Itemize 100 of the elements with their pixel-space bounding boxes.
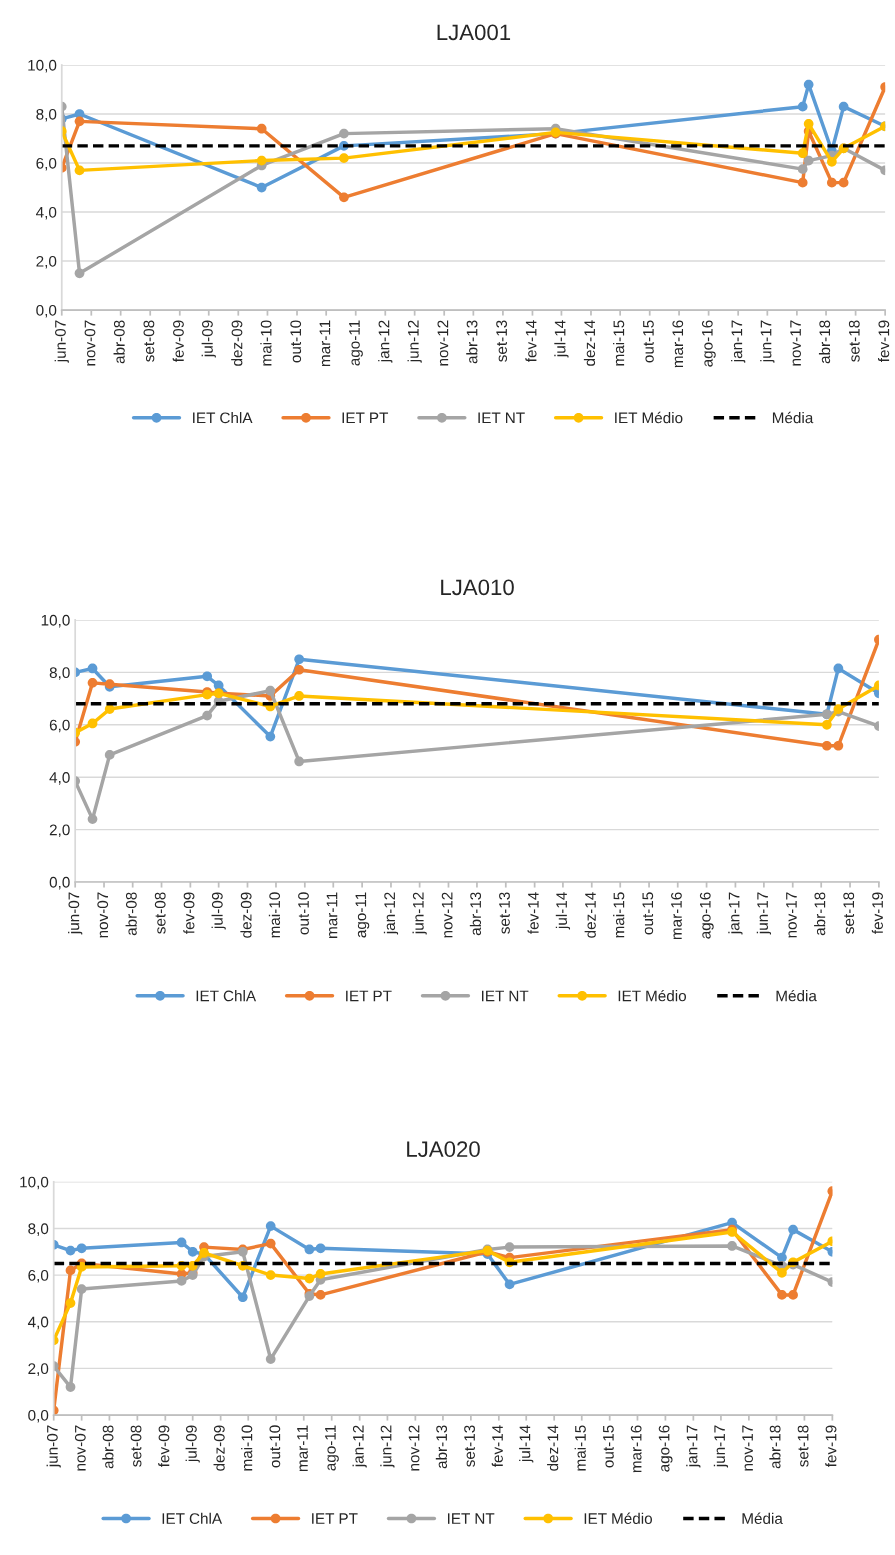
y-tick-label: 10,0 [41, 614, 70, 628]
point [187, 1246, 198, 1257]
x-tick-label: fev-09 [158, 1425, 170, 1468]
x-tick-label: abr-08 [102, 1425, 114, 1469]
point [65, 1245, 76, 1256]
y-tick-label: 2,0 [36, 255, 57, 269]
x-tick-label: jan-17 [731, 320, 746, 363]
y-tick-label: 6,0 [36, 157, 57, 171]
x-tick-label: jun-12 [407, 320, 422, 363]
y-tick-label: 4,0 [36, 206, 57, 220]
y-tick-label: 2,0 [49, 824, 70, 838]
x-tick-label: fev-14 [525, 320, 537, 363]
x-tick-label: jun-07 [46, 1425, 61, 1468]
point [176, 1276, 187, 1286]
point [294, 691, 305, 701]
x-tick-label: fev-19 [878, 320, 890, 363]
x-tick-label: out-10 [290, 320, 302, 363]
x-tick-label: nov-07 [74, 1425, 86, 1471]
x-tick-label: jun-17 [756, 892, 772, 935]
y-tick-label: 8,0 [28, 1223, 49, 1236]
point [777, 1267, 787, 1278]
x-tick-label: nov-17 [742, 1425, 753, 1471]
x-tick-label: nov-17 [790, 320, 801, 366]
point [202, 710, 213, 721]
point [727, 1241, 737, 1251]
x-tick-label: jun-17 [713, 1425, 729, 1468]
point [797, 101, 808, 112]
x-tick-label: out-15 [642, 892, 654, 935]
x-tick-label: abr-18 [814, 892, 826, 936]
x-tick-label: dez-09 [213, 1425, 225, 1471]
point [315, 1290, 326, 1300]
x-tick-label: jun-07 [68, 892, 83, 935]
x-tick-label: nov-07 [84, 320, 96, 366]
x-tick-label: mar-16 [630, 1425, 642, 1473]
x-tick-label: jan-12 [378, 320, 393, 363]
x-tick-label: fev-19 [825, 1425, 837, 1468]
x-tick-label: mai-10 [268, 892, 281, 938]
point [237, 1292, 248, 1303]
point [826, 156, 837, 167]
x-tick-label: mai-15 [613, 320, 625, 366]
point [265, 1354, 276, 1364]
x-tick-label: dez-14 [583, 320, 596, 366]
point [87, 663, 98, 674]
x-tick-label: jan-12 [352, 1425, 367, 1468]
x-tick-label: set-13 [496, 320, 508, 362]
point [339, 192, 349, 203]
legend-label: Média [772, 411, 814, 424]
y-tick-label: 0,0 [49, 876, 70, 890]
point [777, 1290, 787, 1300]
x-tick-label: abr-13 [435, 1425, 448, 1469]
x-tick-label: fev-14 [491, 1425, 503, 1468]
x-tick-label: nov-12 [408, 1425, 420, 1471]
point [304, 1273, 315, 1284]
x-tick-label: mai-10 [241, 1425, 253, 1471]
y-tick-label: 10,0 [20, 1176, 49, 1190]
y-tick-label: 0,0 [28, 1409, 49, 1423]
point [797, 148, 808, 159]
x-tick-label: set-13 [499, 892, 510, 934]
point [797, 177, 808, 188]
point [74, 268, 85, 279]
point [294, 654, 305, 665]
point [256, 182, 267, 193]
point [65, 1382, 76, 1392]
y-tick-label: 2,0 [28, 1363, 49, 1376]
legend-label: IET NT [447, 1513, 495, 1524]
x-tick-label: set-08 [154, 892, 166, 934]
point [797, 164, 808, 175]
x-tick-label: set-08 [143, 320, 155, 362]
legend-label: IET ChlA [196, 990, 257, 1002]
chart-title: LJA020 [407, 1141, 480, 1158]
legend-label: IET ChlA [162, 1512, 223, 1524]
point [294, 756, 305, 767]
x-tick-label: nov-17 [786, 892, 797, 938]
legend-label: IET NT [482, 990, 529, 1002]
y-tick-label: 8,0 [36, 108, 57, 122]
x-tick-label: ago-11 [349, 320, 363, 366]
point [339, 153, 349, 163]
point [821, 719, 832, 730]
point [265, 685, 276, 696]
legend-label: IET PT [346, 990, 392, 1002]
point [256, 123, 267, 134]
x-tick-label: out-10 [298, 892, 309, 935]
point [788, 1224, 798, 1235]
point [76, 1243, 87, 1254]
x-tick-label: mar-11 [326, 892, 338, 938]
point [803, 118, 814, 129]
x-tick-label: ago-11 [325, 1425, 339, 1471]
x-tick-label: jun-12 [380, 1425, 395, 1468]
x-tick-label: jan-12 [383, 892, 399, 935]
point [826, 177, 837, 188]
x-tick-label: out-10 [269, 1425, 281, 1468]
point [339, 128, 349, 139]
chart-title: LJA010 [441, 579, 514, 596]
x-tick-label: jul-09 [211, 892, 226, 930]
point [833, 740, 844, 751]
point [74, 116, 85, 127]
legend-label: IET Médio [618, 989, 687, 1002]
point [104, 750, 115, 760]
x-tick-label: out-15 [643, 320, 654, 363]
legend-label: IET PT [312, 1513, 358, 1524]
